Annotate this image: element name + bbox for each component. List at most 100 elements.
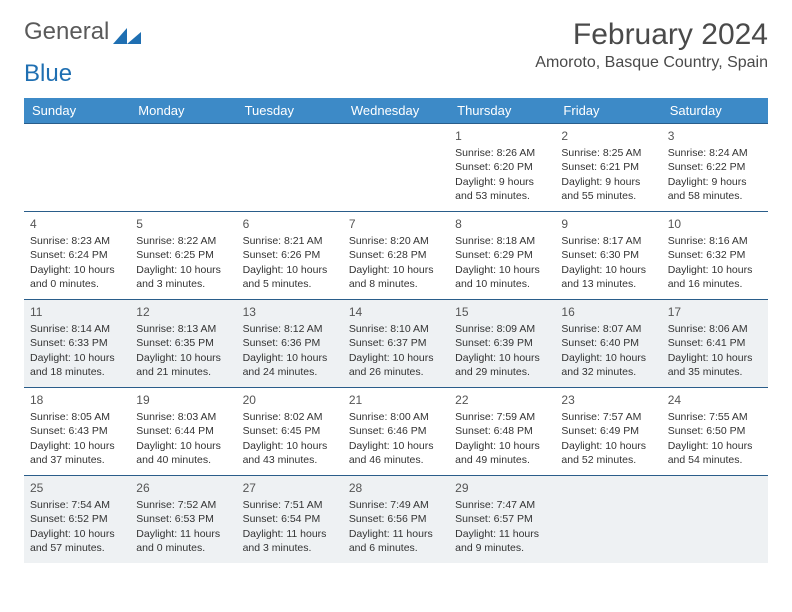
sunset-text: Sunset: 6:30 PM <box>561 248 655 262</box>
sunrise-text: Sunrise: 8:06 AM <box>668 322 762 336</box>
calendar-cell: 22Sunrise: 7:59 AMSunset: 6:48 PMDayligh… <box>449 387 555 475</box>
day-number: 26 <box>136 480 230 496</box>
calendar-header-row: Sunday Monday Tuesday Wednesday Thursday… <box>24 98 768 123</box>
daylight-text: Daylight: 10 hours and 13 minutes. <box>561 263 655 291</box>
daylight-text: Daylight: 10 hours and 49 minutes. <box>455 439 549 467</box>
sunset-text: Sunset: 6:32 PM <box>668 248 762 262</box>
calendar-cell: 21Sunrise: 8:00 AMSunset: 6:46 PMDayligh… <box>343 387 449 475</box>
daylight-text: Daylight: 11 hours and 9 minutes. <box>455 527 549 555</box>
day-number: 23 <box>561 392 655 408</box>
day-number: 20 <box>243 392 337 408</box>
calendar-cell: 2Sunrise: 8:25 AMSunset: 6:21 PMDaylight… <box>555 123 661 211</box>
day-number: 10 <box>668 216 762 232</box>
sunrise-text: Sunrise: 8:22 AM <box>136 234 230 248</box>
sunset-text: Sunset: 6:56 PM <box>349 512 443 526</box>
sunrise-text: Sunrise: 8:24 AM <box>668 146 762 160</box>
day-number: 29 <box>455 480 549 496</box>
daylight-text: Daylight: 10 hours and 21 minutes. <box>136 351 230 379</box>
daylight-text: Daylight: 10 hours and 3 minutes. <box>136 263 230 291</box>
sunrise-text: Sunrise: 8:16 AM <box>668 234 762 248</box>
sunset-text: Sunset: 6:48 PM <box>455 424 549 438</box>
calendar-cell: 7Sunrise: 8:20 AMSunset: 6:28 PMDaylight… <box>343 211 449 299</box>
day-number: 13 <box>243 304 337 320</box>
sunset-text: Sunset: 6:24 PM <box>30 248 124 262</box>
calendar-cell: 4Sunrise: 8:23 AMSunset: 6:24 PMDaylight… <box>24 211 130 299</box>
logo-mark-icon <box>113 23 141 41</box>
calendar-cell: 25Sunrise: 7:54 AMSunset: 6:52 PMDayligh… <box>24 475 130 563</box>
calendar-cell: 23Sunrise: 7:57 AMSunset: 6:49 PMDayligh… <box>555 387 661 475</box>
calendar-cell: 5Sunrise: 8:22 AMSunset: 6:25 PMDaylight… <box>130 211 236 299</box>
sunset-text: Sunset: 6:45 PM <box>243 424 337 438</box>
day-number: 14 <box>349 304 443 320</box>
calendar-cell: 11Sunrise: 8:14 AMSunset: 6:33 PMDayligh… <box>24 299 130 387</box>
day-header: Wednesday <box>343 98 449 123</box>
daylight-text: Daylight: 10 hours and 29 minutes. <box>455 351 549 379</box>
calendar-cell <box>130 123 236 211</box>
calendar-cell <box>662 475 768 563</box>
calendar-cell: 8Sunrise: 8:18 AMSunset: 6:29 PMDaylight… <box>449 211 555 299</box>
sunset-text: Sunset: 6:44 PM <box>136 424 230 438</box>
sunset-text: Sunset: 6:20 PM <box>455 160 549 174</box>
day-number: 28 <box>349 480 443 496</box>
calendar-cell: 18Sunrise: 8:05 AMSunset: 6:43 PMDayligh… <box>24 387 130 475</box>
sunrise-text: Sunrise: 8:07 AM <box>561 322 655 336</box>
day-number: 2 <box>561 128 655 144</box>
daylight-text: Daylight: 10 hours and 0 minutes. <box>30 263 124 291</box>
sunrise-text: Sunrise: 8:02 AM <box>243 410 337 424</box>
daylight-text: Daylight: 10 hours and 54 minutes. <box>668 439 762 467</box>
sunrise-text: Sunrise: 8:26 AM <box>455 146 549 160</box>
daylight-text: Daylight: 10 hours and 18 minutes. <box>30 351 124 379</box>
day-number: 18 <box>30 392 124 408</box>
month-title: February 2024 <box>535 18 768 52</box>
calendar-cell: 14Sunrise: 8:10 AMSunset: 6:37 PMDayligh… <box>343 299 449 387</box>
sunset-text: Sunset: 6:39 PM <box>455 336 549 350</box>
calendar-cell: 3Sunrise: 8:24 AMSunset: 6:22 PMDaylight… <box>662 123 768 211</box>
sunset-text: Sunset: 6:21 PM <box>561 160 655 174</box>
daylight-text: Daylight: 10 hours and 57 minutes. <box>30 527 124 555</box>
calendar-cell: 26Sunrise: 7:52 AMSunset: 6:53 PMDayligh… <box>130 475 236 563</box>
day-number: 24 <box>668 392 762 408</box>
calendar-cell: 19Sunrise: 8:03 AMSunset: 6:44 PMDayligh… <box>130 387 236 475</box>
calendar-cell: 16Sunrise: 8:07 AMSunset: 6:40 PMDayligh… <box>555 299 661 387</box>
day-number: 15 <box>455 304 549 320</box>
sunset-text: Sunset: 6:41 PM <box>668 336 762 350</box>
calendar-cell: 20 Sunrise: 8:02 AMSunset: 6:45 PMDayligh… <box>237 387 343 475</box>
sunrise-text: Sunrise: 8:14 AM <box>30 322 124 336</box>
sunrise-text: Sunrise: 8:05 AM <box>30 410 124 424</box>
day-header: Saturday <box>662 98 768 123</box>
sunrise-text: Sunrise: 7:47 AM <box>455 498 549 512</box>
day-header: Sunday <box>24 98 130 123</box>
sunrise-text: Sunrise: 8:09 AM <box>455 322 549 336</box>
sunrise-text: Sunrise: 8:03 AM <box>136 410 230 424</box>
daylight-text: Daylight: 10 hours and 16 minutes. <box>668 263 762 291</box>
day-number: 3 <box>668 128 762 144</box>
day-number: 11 <box>30 304 124 320</box>
daylight-text: Daylight: 10 hours and 43 minutes. <box>243 439 337 467</box>
calendar-cell: 10 Sunrise: 8:16 AMSunset: 6:32 PMDayligh… <box>662 211 768 299</box>
sunset-text: Sunset: 6:57 PM <box>455 512 549 526</box>
day-number: 16 <box>561 304 655 320</box>
calendar-cell: 9Sunrise: 8:17 AMSunset: 6:30 PMDaylight… <box>555 211 661 299</box>
day-number: 8 <box>455 216 549 232</box>
calendar-cell: 6Sunrise: 8:21 AMSunset: 6:26 PMDaylight… <box>237 211 343 299</box>
day-number: 6 <box>243 216 337 232</box>
daylight-text: Daylight: 10 hours and 10 minutes. <box>455 263 549 291</box>
daylight-text: Daylight: 9 hours and 58 minutes. <box>668 175 762 203</box>
daylight-text: Daylight: 10 hours and 5 minutes. <box>243 263 337 291</box>
calendar-cell: 12Sunrise: 8:13 AMSunset: 6:35 PMDayligh… <box>130 299 236 387</box>
daylight-text: Daylight: 11 hours and 0 minutes. <box>136 527 230 555</box>
logo-text-2: Blue <box>24 60 72 88</box>
sunrise-text: Sunrise: 8:21 AM <box>243 234 337 248</box>
daylight-text: Daylight: 11 hours and 6 minutes. <box>349 527 443 555</box>
sunrise-text: Sunrise: 8:20 AM <box>349 234 443 248</box>
daylight-text: Daylight: 10 hours and 8 minutes. <box>349 263 443 291</box>
sunset-text: Sunset: 6:49 PM <box>561 424 655 438</box>
calendar-cell <box>343 123 449 211</box>
day-number: 1 <box>455 128 549 144</box>
day-number: 25 <box>30 480 124 496</box>
sunrise-text: Sunrise: 7:57 AM <box>561 410 655 424</box>
sunset-text: Sunset: 6:35 PM <box>136 336 230 350</box>
daylight-text: Daylight: 11 hours and 3 minutes. <box>243 527 337 555</box>
day-number: 7 <box>349 216 443 232</box>
day-number: 27 <box>243 480 337 496</box>
